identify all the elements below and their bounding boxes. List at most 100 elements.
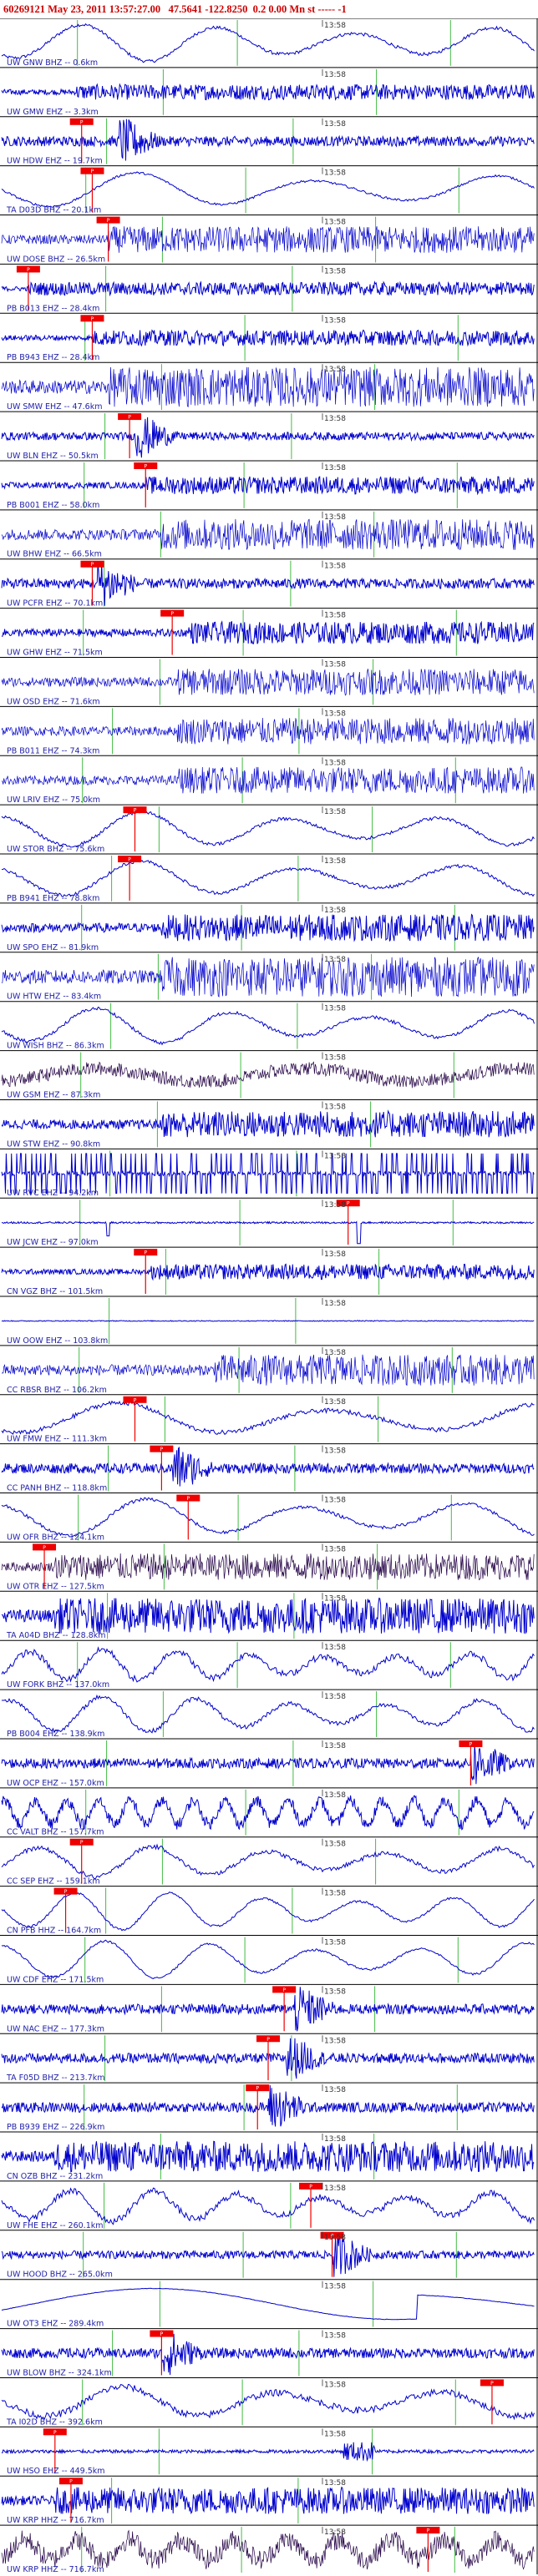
station-label: TA D03D BHZ -- 20.1km — [6, 206, 101, 215]
waveform — [1, 1447, 535, 1487]
time-tick-label: 13:58 — [324, 1103, 346, 1111]
pick-label: P — [490, 2381, 494, 2387]
pick-flag — [459, 1740, 483, 1747]
trace-24: P13:58 UW JCW EHZ -- 97.0km — [0, 1197, 538, 1247]
trace-10: 13:58 UW BHW EHZ -- 66.5km — [0, 509, 538, 559]
trace-5: P 13:58 PB B013 EHZ -- 28.4km — [0, 263, 538, 313]
pick-label: P — [107, 218, 110, 224]
pick-flag — [118, 856, 142, 863]
station-label: UW PCFR EHZ -- 70.1km — [7, 599, 103, 609]
trace-51: P 13:58 UW KRP HHZ -- 716.7km — [0, 2524, 538, 2574]
pick-label: P — [134, 808, 137, 814]
time-tick-label: 13:58 — [324, 169, 346, 178]
station-label: UW CDF EHZ -- 171.5km — [7, 1975, 104, 1984]
pick-label: P — [91, 316, 94, 322]
trace-11: P 13:58 UW PCFR EHZ -- 70.1km — [0, 558, 538, 609]
trace-3: P 13:58 TA D03D BHZ -- 20.1km — [0, 165, 538, 215]
time-tick-label: 13:58 — [324, 2234, 346, 2242]
trace-1: 13:58 UW GMW EHZ -- 3.3km — [0, 67, 538, 117]
waveform — [1, 366, 535, 408]
station-label: UW FHE EHZ -- 260.1km — [7, 2221, 104, 2230]
time-tick-label: 13:58 — [324, 1988, 346, 1996]
trace-7: 13:58 UW SMW EHZ -- 47.6km — [0, 361, 538, 412]
trace-37: P 13:58 CC SEP EHZ -- 159.1km — [0, 1836, 538, 1887]
time-tick-label: 13:58 — [324, 464, 346, 472]
trace-25: P 13:58 CN VGZ BHZ -- 101.5km — [0, 1246, 538, 1296]
trace-47: P 13:58 UW BLOW BHZ -- 324.1km — [0, 2328, 538, 2377]
time-tick-label: 13:58 — [324, 1201, 346, 1210]
trace-39: 13:58 UW CDF EHZ -- 171.5km — [0, 1935, 538, 1984]
time-tick-label: 13:58 — [324, 661, 346, 669]
station-label: CN OZB BHZ -- 231.2km — [7, 2172, 103, 2181]
pick-label: P — [80, 119, 84, 125]
time-tick-label: 13:58 — [324, 2037, 346, 2045]
waveform — [1, 2187, 535, 2225]
waveform — [1, 1744, 535, 1785]
waveform — [1, 1987, 535, 2032]
pick-label: P — [64, 1889, 68, 1895]
trace-9: P 13:58 PB B001 EHZ -- 58.0km — [0, 460, 538, 510]
waveform — [1, 1109, 535, 1138]
station-label: UW WISH BHZ -- 86.3km — [7, 1042, 104, 1051]
station-label: UW HSO EHZ -- 449.5km — [7, 2467, 105, 2476]
time-tick-label: 13:58 — [324, 1054, 346, 1063]
time-tick-label: 13:58 — [324, 1497, 346, 1505]
station-label: PB B011 EHZ -- 74.3km — [7, 746, 99, 755]
trace-38: P 13:58 CN PFB HHZ -- 164.7km — [0, 1886, 538, 1936]
waveform — [1, 1006, 535, 1046]
time-tick-label: 13:58 — [324, 1742, 346, 1750]
station-label: UW OCP EHZ -- 157.0km — [7, 1779, 104, 1788]
station-label: PB B001 EHZ -- 58.0km — [7, 501, 99, 510]
station-label: UW SMW EHZ -- 47.6km — [7, 402, 102, 412]
time-tick-label: 13:58 — [324, 2332, 346, 2341]
pick-flag — [118, 413, 142, 421]
station-label: TA I02D BHZ -- 392.6km — [6, 2417, 103, 2427]
pick-label: P — [128, 415, 131, 421]
trace-33: 13:58 UW FORK BHZ -- 137.0km — [0, 1639, 538, 1690]
trace-group: 13:58 UW GNW BHZ -- 0.6km 13:58 UW GMW EHZ … — [0, 18, 538, 2574]
station-label: UW OFR BHZ -- 124.1km — [7, 1533, 104, 1542]
pick-flag — [53, 1887, 78, 1895]
time-tick-label: 13:58 — [324, 2283, 346, 2291]
pick-flag — [80, 167, 104, 174]
pick-flag — [150, 2330, 174, 2337]
station-label: UW FORK BHZ -- 137.0km — [7, 1680, 109, 1690]
event-status: st ----- -1 — [307, 3, 347, 15]
pick-label: P — [91, 562, 94, 568]
time-tick-label: 13:58 — [324, 1398, 346, 1407]
trace-41: P 13:58 TA F05D BHZ -- 213.7km — [0, 2033, 538, 2083]
waveform — [1, 83, 535, 101]
time-tick-label: 13:58 — [324, 267, 346, 275]
station-label: CN PFB HHZ -- 164.7km — [7, 1927, 101, 1936]
waveform — [1, 1354, 535, 1386]
waveform — [1, 956, 535, 998]
event-mag: 0.2 — [252, 3, 266, 15]
station-label: UW RVC EHZ -- 94.2km — [7, 1189, 99, 1198]
trace-2: P 13:58 UW HDW EHZ -- 19.7km — [0, 116, 538, 166]
trace-15: 13:58 UW LRIV EHZ -- 75.0km — [0, 755, 538, 805]
station-label: UW HTW EHZ -- 83.4km — [7, 993, 101, 1002]
waveform — [1, 1891, 535, 1932]
station-label: UW FMW EHZ -- 111.3km — [7, 1435, 107, 1444]
waveform — [2, 620, 535, 644]
waveform — [1, 810, 535, 848]
trace-20: 13:58 UW WISH BHZ -- 86.3km — [0, 1001, 538, 1051]
event-lat: 47.5641 — [168, 3, 203, 15]
waveform — [1, 913, 535, 942]
time-tick-label: 13:58 — [324, 1545, 346, 1553]
time-tick-label: 13:58 — [324, 2479, 346, 2488]
pick-flag — [58, 2478, 83, 2485]
pick-flag — [299, 2182, 323, 2190]
pick-label: P — [53, 2430, 57, 2436]
pick-flag — [69, 1838, 94, 1846]
pick-flag — [176, 1494, 200, 1502]
time-tick-label: 13:58 — [324, 120, 346, 129]
trace-46: 13:58 UW OT3 EHZ -- 289.4km — [0, 2279, 538, 2329]
trace-19: 13:58 UW HTW EHZ -- 83.4km — [0, 952, 538, 1002]
trace-26: 13:58 UW OOW EHZ -- 103.8km — [0, 1296, 538, 1346]
trace-29: P 13:58 CC PANH BHZ -- 118.8km — [0, 1443, 538, 1493]
waveform — [1, 225, 535, 254]
time-tick-label: 13:58 — [324, 415, 346, 423]
waveform — [1, 1939, 535, 1979]
pick-label: P — [309, 2184, 312, 2190]
